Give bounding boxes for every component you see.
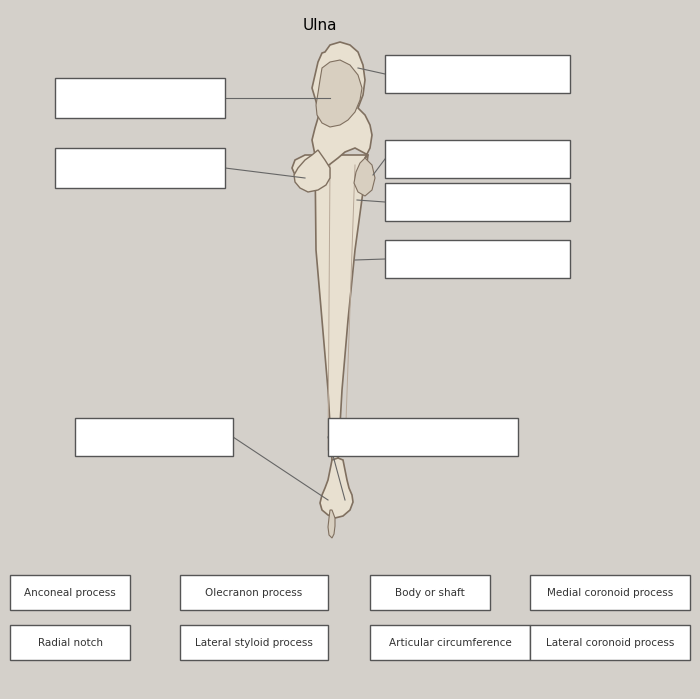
- Bar: [530, 625, 690, 660]
- Text: Anconeal process: Anconeal process: [24, 587, 116, 598]
- Bar: [10, 575, 130, 610]
- Bar: [180, 625, 328, 660]
- Bar: [75, 418, 233, 456]
- Text: Lateral coronoid process: Lateral coronoid process: [546, 637, 674, 647]
- Bar: [10, 625, 130, 660]
- Polygon shape: [294, 150, 330, 192]
- Bar: [328, 418, 518, 456]
- Polygon shape: [328, 510, 335, 538]
- Bar: [370, 625, 530, 660]
- Polygon shape: [316, 60, 362, 127]
- Polygon shape: [354, 158, 375, 196]
- Text: Ulna: Ulna: [302, 18, 337, 33]
- Polygon shape: [315, 155, 368, 460]
- Text: Lateral styloid process: Lateral styloid process: [195, 637, 313, 647]
- Bar: [180, 575, 328, 610]
- Bar: [385, 140, 570, 178]
- Text: Body or shaft: Body or shaft: [395, 587, 465, 598]
- Bar: [530, 575, 690, 610]
- Bar: [55, 148, 225, 188]
- Polygon shape: [292, 42, 372, 178]
- Text: Medial coronoid process: Medial coronoid process: [547, 587, 673, 598]
- Bar: [370, 575, 490, 610]
- Bar: [385, 240, 570, 278]
- Bar: [55, 78, 225, 118]
- Text: Articular circumference: Articular circumference: [389, 637, 512, 647]
- Text: Radial notch: Radial notch: [38, 637, 102, 647]
- Text: Olecranon process: Olecranon process: [205, 587, 302, 598]
- Bar: [385, 183, 570, 221]
- Polygon shape: [320, 458, 353, 518]
- Bar: [385, 55, 570, 93]
